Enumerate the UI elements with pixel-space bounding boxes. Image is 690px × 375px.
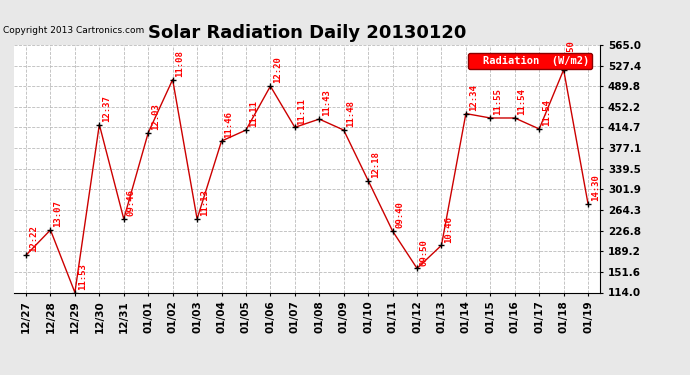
Text: 11:48: 11:48 (346, 100, 355, 127)
Text: 11:53: 11:53 (78, 263, 87, 290)
Text: 12:22: 12:22 (29, 225, 38, 252)
Text: 12:20: 12:20 (273, 57, 282, 83)
Text: 09:40: 09:40 (395, 201, 404, 228)
Text: 12:18: 12:18 (371, 151, 380, 178)
Text: 13:50: 13:50 (566, 40, 575, 67)
Text: 13:07: 13:07 (53, 200, 62, 227)
Text: 11:46: 11:46 (224, 111, 233, 138)
Text: 11:13: 11:13 (200, 189, 209, 216)
Text: 09:50: 09:50 (420, 239, 428, 266)
Text: 09:46: 09:46 (126, 189, 135, 216)
Text: 10:46: 10:46 (444, 216, 453, 243)
Text: 11:11: 11:11 (297, 98, 306, 124)
Text: 11:08: 11:08 (175, 50, 184, 77)
Text: 14:30: 14:30 (591, 174, 600, 201)
Text: 12:34: 12:34 (469, 84, 477, 111)
Text: 12:03: 12:03 (151, 103, 160, 130)
Text: 11:11: 11:11 (248, 100, 258, 127)
Text: 11:54: 11:54 (518, 88, 526, 115)
Text: Copyright 2013 Cartronics.com: Copyright 2013 Cartronics.com (3, 26, 145, 35)
Legend: Radiation  (W/m2): Radiation (W/m2) (469, 53, 592, 69)
Title: Solar Radiation Daily 20130120: Solar Radiation Daily 20130120 (148, 24, 466, 42)
Text: 12:37: 12:37 (102, 95, 111, 122)
Text: 11:55: 11:55 (493, 88, 502, 115)
Text: 11:54: 11:54 (542, 99, 551, 126)
Text: 11:43: 11:43 (322, 89, 331, 116)
